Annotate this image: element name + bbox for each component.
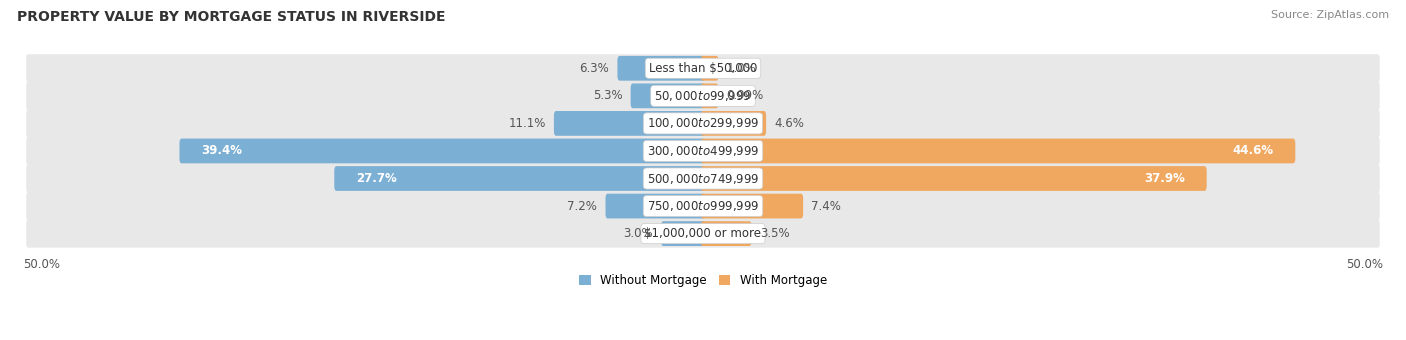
Text: $500,000 to $749,999: $500,000 to $749,999 xyxy=(647,171,759,186)
FancyBboxPatch shape xyxy=(27,137,1379,165)
Text: 11.1%: 11.1% xyxy=(508,117,546,130)
FancyBboxPatch shape xyxy=(700,221,752,246)
Text: 4.6%: 4.6% xyxy=(775,117,804,130)
FancyBboxPatch shape xyxy=(700,139,1295,163)
FancyBboxPatch shape xyxy=(554,111,706,136)
FancyBboxPatch shape xyxy=(700,166,1206,191)
Text: Less than $50,000: Less than $50,000 xyxy=(648,62,758,75)
Text: 1.0%: 1.0% xyxy=(727,62,756,75)
FancyBboxPatch shape xyxy=(27,192,1379,220)
FancyBboxPatch shape xyxy=(606,194,706,218)
FancyBboxPatch shape xyxy=(27,82,1379,110)
FancyBboxPatch shape xyxy=(27,165,1379,192)
Text: 37.9%: 37.9% xyxy=(1143,172,1185,185)
Text: $50,000 to $99,999: $50,000 to $99,999 xyxy=(654,89,752,103)
FancyBboxPatch shape xyxy=(700,56,718,81)
Text: 27.7%: 27.7% xyxy=(356,172,396,185)
Text: $100,000 to $299,999: $100,000 to $299,999 xyxy=(647,116,759,131)
FancyBboxPatch shape xyxy=(180,139,706,163)
Text: PROPERTY VALUE BY MORTGAGE STATUS IN RIVERSIDE: PROPERTY VALUE BY MORTGAGE STATUS IN RIV… xyxy=(17,10,446,24)
FancyBboxPatch shape xyxy=(27,54,1379,82)
FancyBboxPatch shape xyxy=(27,109,1379,137)
Text: 7.2%: 7.2% xyxy=(567,200,598,212)
FancyBboxPatch shape xyxy=(700,111,766,136)
FancyBboxPatch shape xyxy=(335,166,706,191)
Legend: Without Mortgage, With Mortgage: Without Mortgage, With Mortgage xyxy=(574,269,832,292)
FancyBboxPatch shape xyxy=(617,56,706,81)
Text: 3.0%: 3.0% xyxy=(623,227,652,240)
FancyBboxPatch shape xyxy=(700,83,718,108)
Text: 6.3%: 6.3% xyxy=(579,62,609,75)
FancyBboxPatch shape xyxy=(661,221,706,246)
Text: Source: ZipAtlas.com: Source: ZipAtlas.com xyxy=(1271,10,1389,20)
Text: 39.4%: 39.4% xyxy=(201,144,243,157)
FancyBboxPatch shape xyxy=(700,194,803,218)
Text: $1,000,000 or more: $1,000,000 or more xyxy=(644,227,762,240)
Text: 44.6%: 44.6% xyxy=(1232,144,1274,157)
Text: $300,000 to $499,999: $300,000 to $499,999 xyxy=(647,144,759,158)
Text: 3.5%: 3.5% xyxy=(759,227,790,240)
Text: 7.4%: 7.4% xyxy=(811,200,841,212)
Text: 5.3%: 5.3% xyxy=(593,89,623,102)
Text: 0.99%: 0.99% xyxy=(727,89,763,102)
FancyBboxPatch shape xyxy=(27,220,1379,248)
FancyBboxPatch shape xyxy=(631,83,706,108)
Text: $750,000 to $999,999: $750,000 to $999,999 xyxy=(647,199,759,213)
